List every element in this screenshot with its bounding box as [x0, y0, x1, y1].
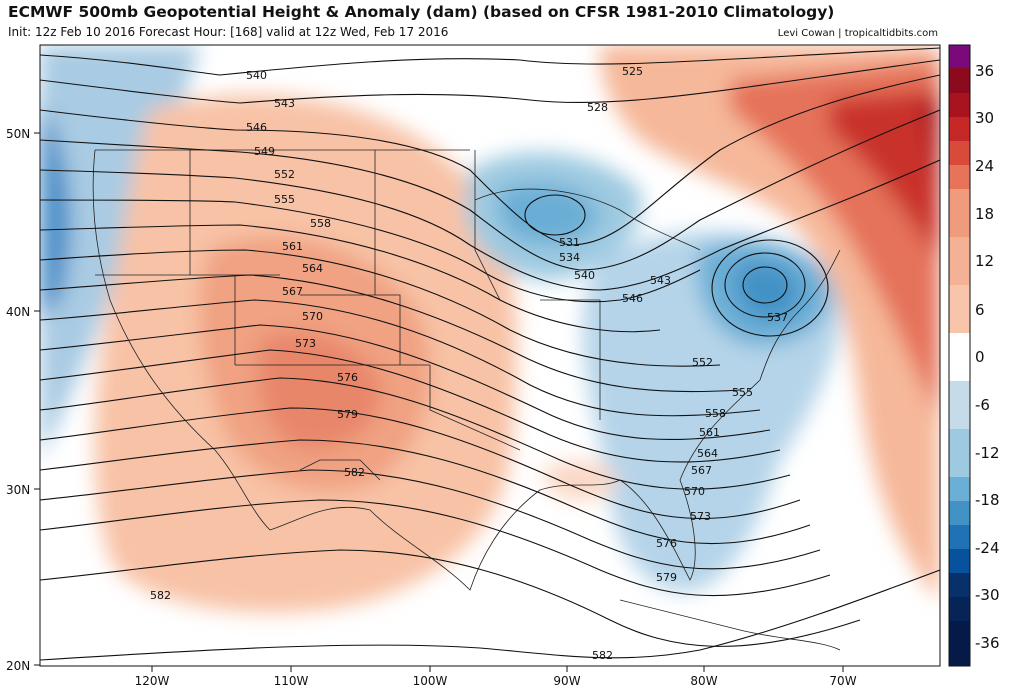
contour-label: 528 [587, 101, 608, 114]
contour-label: 567 [282, 285, 303, 298]
contour-label: 576 [337, 371, 358, 384]
colorbar-swatch [949, 165, 970, 189]
colorbar-label: -18 [975, 491, 1000, 509]
colorbar-label: -6 [975, 396, 990, 414]
contour-label: 555 [274, 193, 295, 206]
contour-label: 561 [282, 240, 303, 253]
contour-label: 555 [732, 386, 753, 399]
colorbar-label: 36 [975, 62, 994, 80]
contour-label: 564 [302, 262, 323, 275]
colorbar-label: 6 [975, 301, 985, 319]
boundaries [92, 149, 841, 651]
contour-label: 570 [302, 310, 323, 323]
contour-label: 546 [246, 121, 267, 134]
lat-label: 20N [6, 659, 30, 673]
lat-label: 30N [6, 483, 30, 497]
lon-label: 100W [413, 674, 448, 688]
colorbar-swatch [949, 189, 970, 237]
colorbar-label: 0 [975, 348, 985, 366]
colorbar-swatch [949, 237, 970, 285]
colorbar-label: 30 [975, 109, 994, 127]
map-frame [39, 44, 941, 667]
colorbar-swatch [949, 621, 970, 666]
colorbar-label: -12 [975, 444, 1000, 462]
contour-label: 561 [699, 426, 720, 439]
lat-axis: 50N 40N 30N 20N [6, 127, 40, 673]
colorbar-label: 12 [975, 252, 994, 270]
contour-label: 540 [574, 269, 595, 282]
contour-label: 531 [559, 236, 580, 249]
lon-label: 70W [829, 674, 856, 688]
contour-label: 582 [592, 649, 613, 662]
lat-label: 40N [6, 305, 30, 319]
lon-axis: 120W 110W 100W 90W 80W 70W [135, 666, 857, 688]
colorbar-label: -36 [975, 634, 1000, 652]
lat-label: 50N [6, 127, 30, 141]
colorbar-label: 18 [975, 205, 994, 223]
colorbar-label: 24 [975, 157, 994, 175]
colorbar-swatch [949, 477, 970, 501]
colorbar-swatch [949, 549, 970, 573]
contour-label: 543 [274, 97, 295, 110]
colorbar-swatch [949, 525, 970, 549]
contour-label: 576 [656, 537, 677, 550]
contour-label: 582 [344, 466, 365, 479]
colorbar-swatch [949, 333, 970, 381]
colorbar: 36 30 24 18 12 6 0 -6 -12 -18 -24 -30 -3… [948, 44, 1000, 667]
contour-label: 573 [690, 510, 711, 523]
colorbar-swatch [949, 573, 970, 597]
contour-label: 558 [705, 407, 726, 420]
contour-label: 582 [150, 589, 171, 602]
anomaly-shading [40, 45, 940, 613]
contour-label: 552 [692, 356, 713, 369]
lon-label: 80W [690, 674, 717, 688]
contour-label: 540 [246, 69, 267, 82]
contour-label: 546 [622, 292, 643, 305]
colorbar-label: -24 [975, 539, 1000, 557]
colorbar-swatch [949, 597, 970, 621]
contour-label: 573 [295, 337, 316, 350]
contour-label: 534 [559, 251, 580, 264]
contour-label: 564 [697, 447, 718, 460]
lon-label: 110W [274, 674, 309, 688]
contour-label: 558 [310, 217, 331, 230]
map-title: ECMWF 500mb Geopotential Height & Anomal… [8, 3, 835, 21]
colorbar-label: -30 [975, 586, 1000, 604]
height-contours [40, 47, 940, 661]
contour-labels: 540 543 546 549 552 555 558 561 564 567 … [150, 65, 788, 662]
colorbar-swatch [949, 141, 970, 165]
lon-label: 90W [553, 674, 580, 688]
contour-label: 570 [684, 485, 705, 498]
colorbar-swatch [949, 381, 970, 429]
contour-label: 537 [767, 311, 788, 324]
colorbar-swatch [949, 285, 970, 333]
contour-label: 552 [274, 168, 295, 181]
contour-label: 567 [691, 464, 712, 477]
colorbar-swatch [949, 117, 970, 141]
map-subtitle: Init: 12z Feb 10 2016 Forecast Hour: [16… [8, 25, 449, 39]
credit-text: Levi Cowan | tropicaltidbits.com [777, 28, 938, 39]
colorbar-swatch [949, 501, 970, 525]
colorbar-swatch [949, 429, 970, 477]
contour-label: 579 [656, 571, 677, 584]
contour-label: 525 [622, 65, 643, 78]
colorbar-swatch [949, 45, 970, 68]
contour-label: 579 [337, 408, 358, 421]
lon-label: 120W [135, 674, 170, 688]
colorbar-swatch [949, 93, 970, 117]
contour-label: 543 [650, 274, 671, 287]
colorbar-swatch [949, 68, 970, 93]
contour-label: 549 [254, 145, 275, 158]
